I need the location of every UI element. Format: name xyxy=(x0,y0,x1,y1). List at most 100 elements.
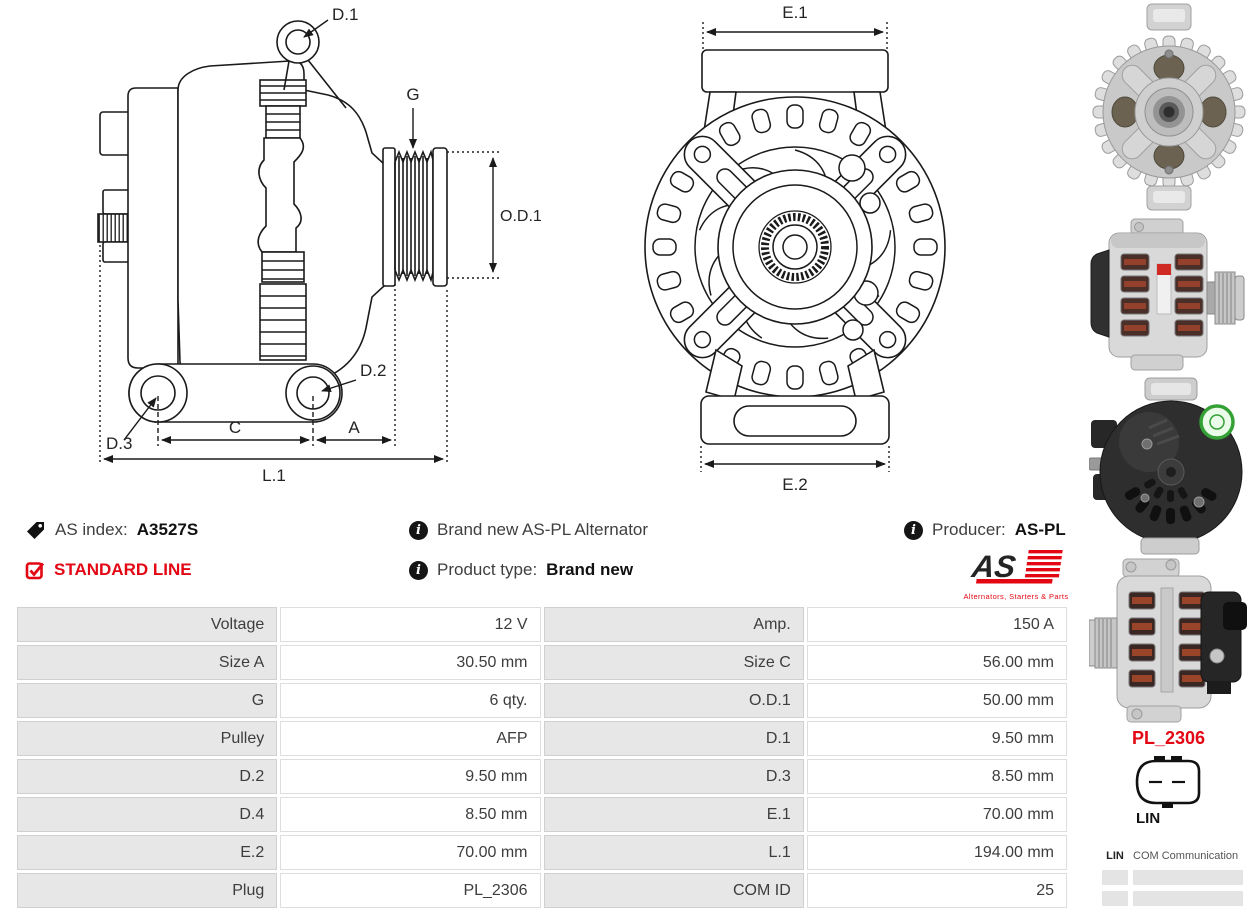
com-row: LIN COM Communication xyxy=(1102,849,1243,864)
com-value: COM Communication xyxy=(1133,850,1239,862)
as-pl-logo-mark: AS xyxy=(969,549,1063,584)
com-key: LIN xyxy=(1106,850,1124,862)
plug-pin-label: LIN xyxy=(1136,810,1161,827)
spec-table: Voltage 12 V Amp. 150 A Size A 30.50 mm … xyxy=(14,604,1070,911)
drawing-pulley-flange-left xyxy=(382,147,396,287)
plug-diagram xyxy=(1135,756,1201,808)
product-type-value: Brand new xyxy=(546,560,634,579)
spec-row: Pulley AFP D.1 9.50 mm xyxy=(17,721,1067,756)
spec-label: L.1 xyxy=(543,835,804,870)
spec-label: D.4 xyxy=(17,797,278,832)
as-index-label: AS index: xyxy=(55,520,128,539)
spec-label: Amp. xyxy=(543,607,804,642)
tag-icon xyxy=(27,521,44,539)
dim-label-d1: D.1 xyxy=(332,5,358,24)
spec-value: 30.50 mm xyxy=(280,645,541,680)
drawing-hub xyxy=(717,169,873,325)
product-type-row: i Product type: Brand new xyxy=(409,559,633,581)
product-photo-rear[interactable] xyxy=(1088,376,1249,556)
spec-label: D.2 xyxy=(17,759,278,794)
standard-line-label: STANDARD LINE xyxy=(54,560,192,579)
product-photo-side-left[interactable] xyxy=(1088,556,1249,726)
spec-label: E.1 xyxy=(543,797,804,832)
as-logo-text: AS xyxy=(969,549,1018,584)
spec-row: Voltage 12 V Amp. 150 A xyxy=(17,607,1067,642)
drawing-rear-cap xyxy=(127,87,179,369)
spec-label: E.2 xyxy=(17,835,278,870)
spec-value: 50.00 mm xyxy=(806,683,1067,718)
com-value xyxy=(1133,891,1243,906)
dim-label-c: C xyxy=(229,418,241,437)
spec-value: 9.50 mm xyxy=(806,721,1067,756)
spec-label: Pulley xyxy=(17,721,278,756)
spec-value: 25 xyxy=(806,873,1067,908)
as-pl-logo: AS Alternators, Starters & Parts xyxy=(958,548,1074,601)
dim-label-l1: L.1 xyxy=(262,466,286,485)
standard-line-row: STANDARD LINE xyxy=(25,559,192,581)
com-table: LIN COM Communication xyxy=(1102,849,1243,912)
plug-name: PL_2306 xyxy=(1131,728,1206,748)
photo-pulley xyxy=(1088,619,1095,667)
com-value xyxy=(1133,870,1243,885)
spec-label: Plug xyxy=(17,873,278,908)
dim-label-e2: E.2 xyxy=(782,475,808,494)
com-row xyxy=(1102,870,1243,885)
spec-row: Plug PL_2306 COM ID 25 xyxy=(17,873,1067,908)
photo-vent-slots xyxy=(1128,591,1205,688)
producer-row: i Producer: AS-PL xyxy=(904,519,1066,541)
spec-value: 70.00 mm xyxy=(280,835,541,870)
spec-row: D.4 8.50 mm E.1 70.00 mm xyxy=(17,797,1067,832)
product-type-label: Product type: xyxy=(437,560,538,579)
spec-value: AFP xyxy=(280,721,541,756)
dim-label-od1: O.D.1 xyxy=(500,208,542,225)
spec-value: 6 qty. xyxy=(280,683,541,718)
spec-value: 12 V xyxy=(280,607,541,642)
dim-label-d3: D.3 xyxy=(106,434,132,453)
brand-new-row: i Brand new AS-PL Alternator xyxy=(409,519,648,541)
producer-value: AS-PL xyxy=(1014,520,1066,539)
brand-new-text: Brand new AS-PL Alternator xyxy=(437,520,649,539)
drawing-pulley-flange-right xyxy=(432,147,448,287)
photo-vent-slots xyxy=(1120,253,1203,337)
spec-row: Size A 30.50 mm Size C 56.00 mm xyxy=(17,645,1067,680)
spec-value: PL_2306 xyxy=(280,873,541,908)
drawing-top-bracket xyxy=(701,49,889,93)
dim-label-g: G xyxy=(406,85,419,104)
dim-label-e1: E.1 xyxy=(782,3,808,22)
side-view-technical-drawing: D.1 G O.D.1 D.2 D.3 C A L.1 xyxy=(97,5,542,485)
spec-label: Size C xyxy=(543,645,804,680)
producer-label: Producer: xyxy=(932,520,1006,539)
spec-label: G xyxy=(17,683,278,718)
spec-label: COM ID xyxy=(543,873,804,908)
spec-label: Voltage xyxy=(17,607,278,642)
front-view-technical-drawing: E.1 E.2 xyxy=(644,3,946,494)
drawing-hatched-block xyxy=(97,213,129,243)
spec-label: Size A xyxy=(17,645,278,680)
photo-green-sticker xyxy=(1198,404,1235,440)
info-icon: i xyxy=(409,520,428,540)
spec-value: 150 A xyxy=(806,607,1067,642)
spec-row: E.2 70.00 mm L.1 194.00 mm xyxy=(17,835,1067,870)
spec-value: 9.50 mm xyxy=(280,759,541,794)
spec-value: 8.50 mm xyxy=(806,759,1067,794)
spec-value: 56.00 mm xyxy=(806,645,1067,680)
com-row xyxy=(1102,891,1243,906)
info-icon: i xyxy=(904,520,923,540)
as-index-value: A3527S xyxy=(136,520,199,539)
spec-row: G 6 qty. O.D.1 50.00 mm xyxy=(17,683,1067,718)
as-logo-tagline: Alternators, Starters & Parts xyxy=(963,592,1069,601)
spec-label: D.1 xyxy=(543,721,804,756)
spec-label: D.3 xyxy=(543,759,804,794)
spec-value: 70.00 mm xyxy=(806,797,1067,832)
photo-pulley xyxy=(1214,271,1235,325)
spec-value: 194.00 mm xyxy=(806,835,1067,870)
dim-label-d2: D.2 xyxy=(360,361,386,380)
product-photo-side-right[interactable] xyxy=(1088,216,1249,374)
spec-value: 8.50 mm xyxy=(280,797,541,832)
product-photo-front[interactable] xyxy=(1088,0,1249,215)
info-icon: i xyxy=(409,560,428,580)
com-key xyxy=(1102,870,1128,885)
spec-label: O.D.1 xyxy=(543,683,804,718)
com-key xyxy=(1102,891,1128,906)
